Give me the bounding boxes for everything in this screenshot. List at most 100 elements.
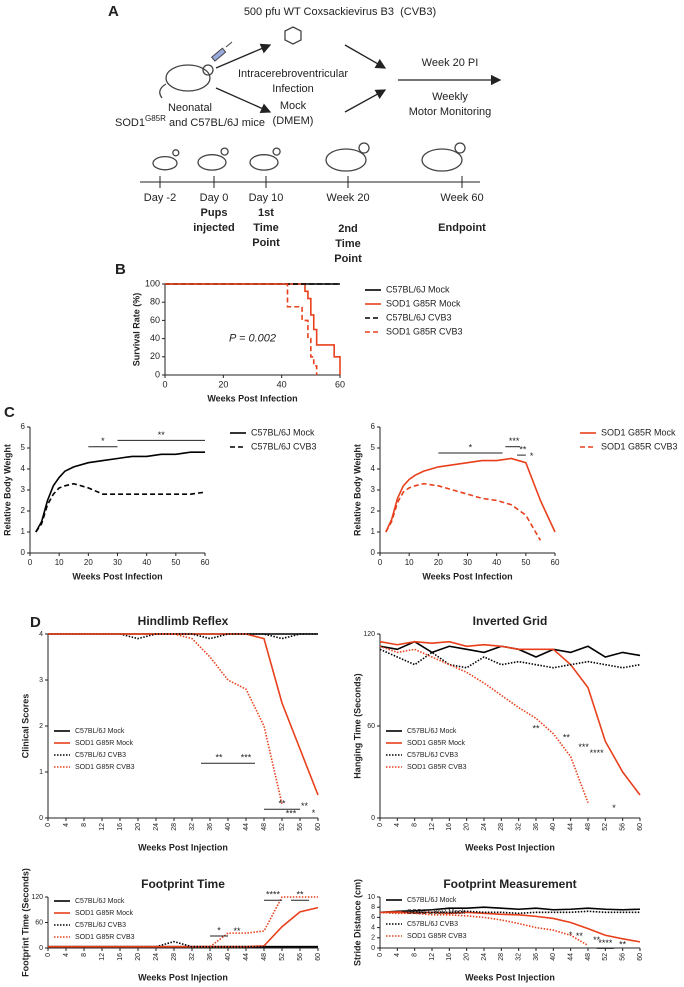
x-tick-label: 40	[225, 823, 232, 831]
x-tick-label: 60	[551, 558, 560, 567]
y-axis-title: Survival Rate (%)	[131, 293, 141, 367]
mouse-icon	[421, 148, 463, 172]
x-tick-label: 24	[481, 823, 488, 831]
mock-label: Mock	[280, 100, 307, 112]
mouse-icon	[197, 154, 227, 171]
x-tick-label: 56	[297, 953, 304, 961]
legend-label: C57BL/6J CVB3	[75, 752, 126, 759]
annotation: **	[233, 926, 241, 936]
x-tick-label: 0	[45, 953, 52, 957]
x-tick-label: 0	[378, 558, 383, 567]
x-axis-title: Weeks Post Injection	[138, 972, 228, 982]
x-tick-label: 4	[394, 953, 401, 957]
annotation: **	[593, 935, 601, 945]
mouse-icon	[249, 154, 279, 171]
x-tick-label: 32	[189, 823, 196, 831]
x-tick-label: 20	[135, 823, 142, 831]
x-tick-label: 50	[521, 558, 530, 567]
legend-label: SOD1 G85R Mock	[75, 910, 133, 917]
mice-strain: SOD1	[115, 117, 145, 129]
y-tick-label: 100	[145, 278, 160, 288]
y-tick-label: 120	[363, 631, 375, 638]
x-tick-label: 24	[153, 823, 160, 831]
timeline-label: Day 0	[200, 192, 229, 204]
x-tick-label: 52	[602, 953, 609, 961]
annotation: **	[532, 723, 540, 733]
x-tick-label: 32	[516, 953, 523, 961]
mice-label: Neonatal	[168, 102, 212, 114]
legend-label: SOD1 G85R CVB3	[601, 441, 678, 451]
series-line	[35, 482, 206, 533]
timeline-label: Day -2	[144, 192, 176, 204]
x-tick-label: 8	[412, 953, 419, 957]
x-tick-label: 44	[243, 823, 250, 831]
x-tick-label: 20	[218, 379, 228, 389]
series-line	[48, 633, 319, 796]
x-tick-label: 16	[117, 823, 124, 831]
legend-label: SOD1 G85R CVB3	[75, 764, 135, 771]
y-tick-label: 0	[371, 945, 375, 952]
series-line	[385, 482, 542, 541]
timeline-label: Week 20	[326, 192, 369, 204]
arrow	[344, 89, 387, 113]
y-tick-label: 3	[39, 677, 43, 684]
timeline-event: injected	[193, 222, 235, 234]
y-tick-label: 1	[371, 527, 376, 536]
x-axis-title: Weeks Post Injection	[465, 842, 555, 852]
y-axis-title: Clinical Scores	[20, 694, 30, 759]
y-tick-label: 1	[39, 769, 43, 776]
y-tick-label: 6	[371, 914, 375, 921]
x-tick-label: 20	[434, 558, 443, 567]
annotation: ****	[266, 890, 281, 900]
panel-letter: B	[115, 261, 126, 278]
x-tick-label: 40	[277, 379, 287, 389]
x-tick-label: 44	[243, 953, 250, 961]
x-tick-label: 8	[81, 823, 88, 827]
arrow	[215, 43, 272, 69]
annotation: *	[469, 442, 473, 452]
y-tick-label: 6	[371, 422, 376, 431]
x-tick-label: 50	[171, 558, 180, 567]
annotation: ****	[590, 748, 605, 758]
x-tick-label: 48	[261, 823, 268, 831]
series-line	[48, 896, 318, 948]
annotation: **	[158, 430, 166, 440]
y-tick-label: 5	[21, 443, 26, 452]
mice-strain: and C57BL/6J mice	[166, 117, 265, 129]
x-tick-label: 60	[201, 558, 210, 567]
legend-label: C57BL/6J CVB3	[407, 921, 458, 928]
x-tick-label: 52	[602, 823, 609, 831]
x-tick-label: 56	[297, 823, 304, 831]
x-tick-label: 4	[63, 823, 70, 827]
followup-label: Week 20 PI	[422, 57, 479, 69]
legend-label: SOD1 G85R Mock	[386, 298, 461, 308]
syringe-icon	[211, 41, 233, 62]
annotation: *	[530, 451, 534, 461]
annotation: *	[101, 436, 105, 446]
mouse-icon	[159, 64, 214, 99]
y-tick-label: 60	[150, 315, 160, 325]
virus-icon	[284, 26, 302, 45]
x-tick-label: 32	[516, 823, 523, 831]
mock-label: (DMEM)	[273, 115, 314, 127]
annotation: **	[563, 733, 571, 743]
y-axis-title: Relative Body Weight	[352, 444, 362, 536]
series-line	[165, 283, 318, 375]
virus-label: 500 pfu WT Coxsackievirus B3 (CVB3)	[244, 6, 436, 18]
legend-label: SOD1 G85R Mock	[407, 740, 465, 747]
series-line	[379, 906, 641, 914]
y-tick-label: 1	[21, 527, 26, 536]
x-axis-title: Weeks Post Infection	[72, 571, 162, 581]
annotation: **	[619, 939, 627, 949]
panel-a: A 500 pfu WT Coxsackievirus B3 (CVB3) In…	[108, 3, 502, 265]
x-tick-label: 0	[162, 379, 167, 389]
x-tick-label: 12	[429, 823, 436, 831]
x-tick-label: 40	[225, 953, 232, 961]
timeline-event: Point	[252, 237, 280, 249]
x-tick-label: 24	[153, 953, 160, 961]
x-tick-label: 60	[315, 823, 322, 831]
chart-title: Hindlimb Reflex	[138, 614, 229, 628]
x-tick-label: 48	[261, 953, 268, 961]
x-tick-label: 56	[620, 953, 627, 961]
